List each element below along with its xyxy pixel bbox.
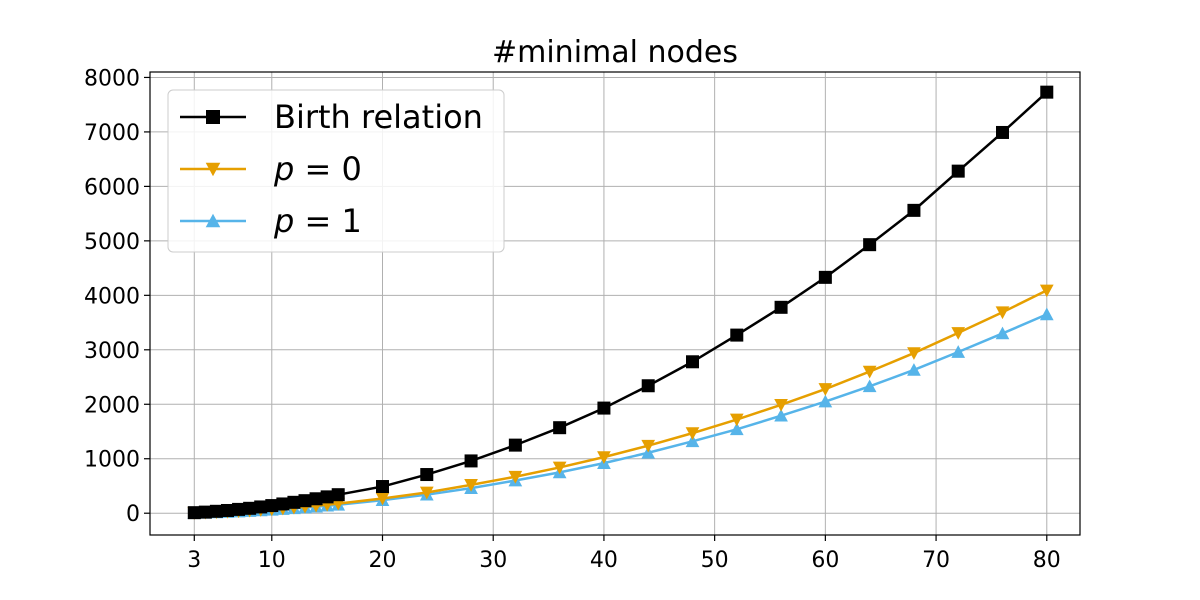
data-point (243, 501, 257, 515)
data-point (287, 495, 301, 509)
legend-entry: p = 1 (180, 202, 362, 240)
legend-label-rest: = 0 (294, 150, 362, 188)
data-point (464, 454, 478, 468)
y-tick-label: 1000 (84, 448, 140, 473)
y-tick-label: 8000 (84, 66, 140, 91)
y-tick-label: 5000 (84, 230, 140, 255)
x-tick-label: 10 (258, 548, 286, 573)
data-point (818, 394, 833, 408)
legend-label-italic: p (273, 202, 294, 240)
plot-frame (149, 71, 1081, 536)
series-line (194, 313, 1048, 515)
data-point (729, 413, 744, 427)
legend-marker (205, 213, 221, 228)
data-point (730, 328, 744, 342)
data-point (951, 164, 965, 178)
data-point (309, 492, 323, 506)
data-point (232, 502, 246, 516)
legend-label: Birth relation (274, 98, 483, 136)
y-tick-label: 6000 (84, 175, 140, 200)
data-point (420, 468, 434, 482)
data-point (685, 427, 700, 440)
data-point (995, 306, 1010, 320)
data-point (553, 421, 567, 435)
y-tick-label: 4000 (84, 284, 140, 309)
x-tick-label: 3 (187, 548, 201, 573)
x-tick-label: 40 (590, 548, 618, 573)
data-point (686, 355, 699, 369)
data-point (276, 497, 290, 511)
data-point (597, 451, 611, 464)
data-point (774, 300, 788, 314)
legend-label-italic: p (273, 150, 294, 188)
data-point (907, 347, 921, 360)
x-tick-label: 70 (922, 548, 950, 573)
plot-area (187, 85, 1054, 520)
x-tick-label: 50 (701, 548, 729, 573)
data-point (187, 506, 201, 520)
data-point (508, 470, 523, 484)
data-point (685, 434, 700, 448)
legend-label-rest: = 1 (294, 202, 362, 240)
data-point (508, 438, 522, 452)
legend-entry: p = 0 (180, 150, 362, 188)
data-point (1039, 307, 1054, 321)
data-point (818, 270, 832, 284)
legend-marker (206, 110, 220, 124)
data-point (376, 480, 389, 494)
data-point (996, 125, 1009, 139)
chart-title: #minimal nodes (492, 35, 738, 70)
x-tick-label: 60 (811, 548, 839, 573)
data-point (419, 486, 434, 500)
series-3 (187, 307, 1054, 519)
data-point (209, 504, 223, 518)
data-point (320, 490, 334, 504)
data-point (774, 408, 788, 422)
legend-marker (205, 162, 221, 177)
data-point (254, 500, 268, 514)
data-point (198, 505, 212, 519)
data-point (951, 345, 966, 358)
data-point (1040, 85, 1054, 99)
data-point (265, 499, 279, 513)
y-tick-label: 0 (126, 502, 140, 527)
data-point (995, 326, 1010, 340)
data-point (862, 379, 877, 393)
data-point (951, 327, 966, 340)
y-tick-label: 3000 (84, 339, 140, 364)
data-point (862, 365, 877, 379)
x-tick-label: 30 (479, 548, 507, 573)
series-1 (187, 85, 1054, 520)
data-point (552, 461, 567, 475)
data-point (464, 479, 478, 492)
data-point (221, 503, 234, 517)
data-point (863, 238, 877, 252)
legend-box (167, 89, 505, 253)
legend-label: p = 1 (273, 202, 362, 240)
x-tick-label: 20 (369, 548, 397, 573)
data-point (1039, 284, 1054, 298)
series-2 (187, 284, 1054, 520)
legend-entry: Birth relation (180, 98, 483, 136)
data-point (907, 363, 921, 376)
grid-lines (150, 72, 1080, 535)
data-point (774, 398, 788, 412)
y-tick-label: 2000 (84, 393, 140, 418)
y-tick-label: 7000 (84, 121, 140, 146)
data-point (641, 379, 655, 393)
data-point (729, 422, 744, 436)
data-point (298, 494, 312, 508)
data-point (375, 492, 390, 506)
data-point (331, 488, 345, 502)
series-line (194, 289, 1048, 515)
data-point (641, 439, 656, 453)
axes: 3 10 20 30 40 50 60 70 80 0 1000 2000 3000 4000 5000 60… (84, 66, 1081, 573)
data-point (597, 401, 611, 415)
data-point (818, 383, 833, 396)
data-point (907, 203, 921, 217)
legend-label: p = 0 (273, 150, 362, 188)
x-tick-label: 80 (1033, 548, 1061, 573)
